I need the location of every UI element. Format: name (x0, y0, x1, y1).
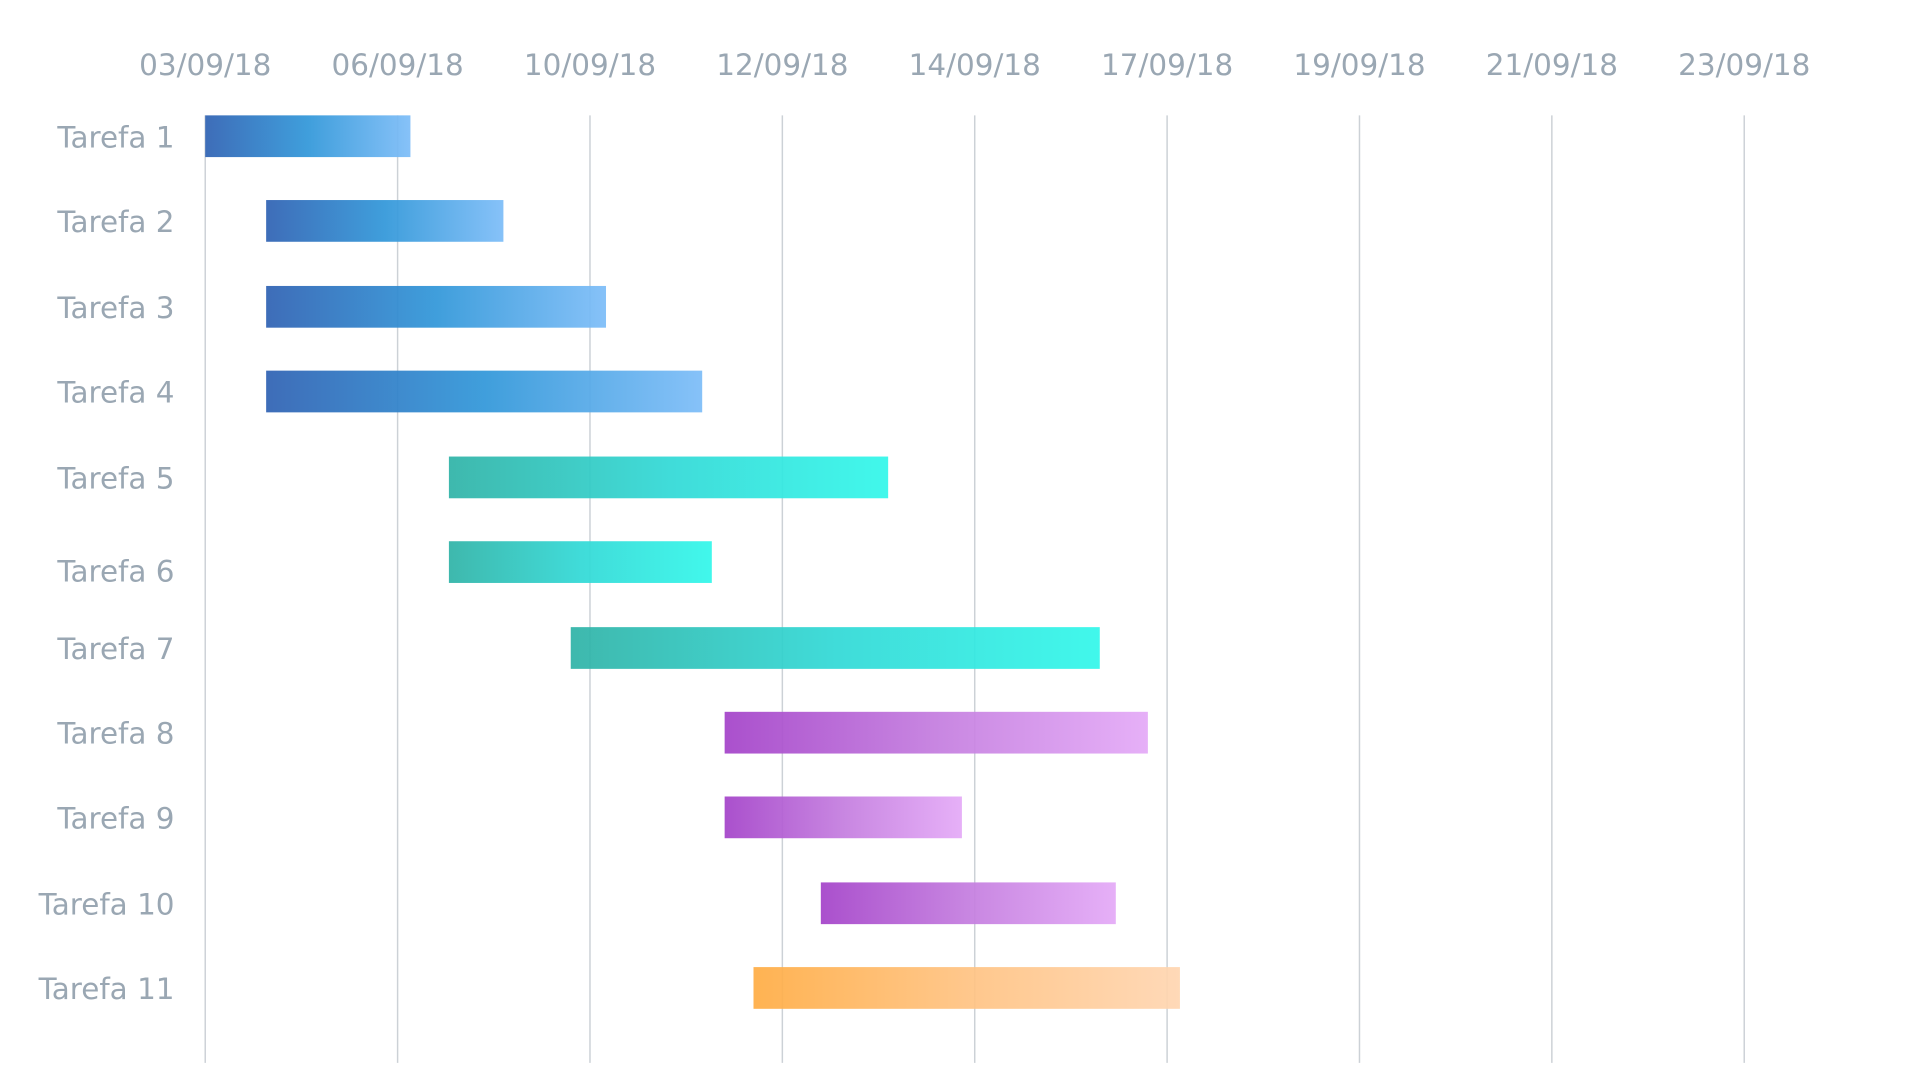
task-bar[interactable] (753, 967, 1180, 1009)
task-labels: Tarefa 1 Tarefa 2 Tarefa 3 Tarefa 4 Tarefa 5… (38, 120, 175, 1006)
task-label: Tarefa 9 (56, 801, 174, 835)
task-bar[interactable] (724, 796, 962, 839)
task-bar[interactable] (266, 285, 607, 328)
x-tick-label: 03/09/18 (139, 48, 271, 82)
x-tick-label: 06/09/18 (331, 48, 463, 82)
task-bar[interactable] (820, 882, 1116, 925)
x-tick-label: 12/09/18 (716, 48, 848, 82)
task-label: Tarefa 1 (56, 120, 174, 154)
task-label: Tarefa 3 (56, 291, 174, 325)
x-tick-label: 14/09/18 (909, 48, 1041, 82)
task-bar[interactable] (448, 456, 889, 499)
task-bar[interactable] (448, 541, 712, 583)
x-tick-label: 23/09/18 (1678, 48, 1810, 82)
task-label: Tarefa 6 (56, 555, 174, 589)
task-bar[interactable] (266, 370, 703, 413)
x-tick-label: 17/09/18 (1101, 48, 1233, 82)
grid-lines (204, 115, 1745, 1063)
task-bars (205, 115, 1180, 1009)
task-label: Tarefa 5 (56, 461, 174, 495)
task-label: Tarefa 8 (56, 717, 174, 751)
task-label: Tarefa 4 (56, 376, 174, 410)
x-tick-label: 21/09/18 (1486, 48, 1618, 82)
x-tick-label: 10/09/18 (524, 48, 656, 82)
task-bar[interactable] (266, 200, 504, 242)
task-label: Tarefa 11 (38, 972, 175, 1006)
task-bar[interactable] (570, 627, 1100, 669)
x-axis-ticks: 03/09/18 06/09/18 10/09/18 12/09/18 14/09/18… (139, 48, 1810, 82)
task-bar[interactable] (724, 711, 1148, 754)
x-tick-label: 19/09/18 (1293, 48, 1425, 82)
task-label: Tarefa 2 (56, 205, 174, 239)
task-label: Tarefa 10 (38, 887, 175, 921)
task-label: Tarefa 7 (56, 632, 174, 666)
task-bar[interactable] (205, 115, 411, 158)
